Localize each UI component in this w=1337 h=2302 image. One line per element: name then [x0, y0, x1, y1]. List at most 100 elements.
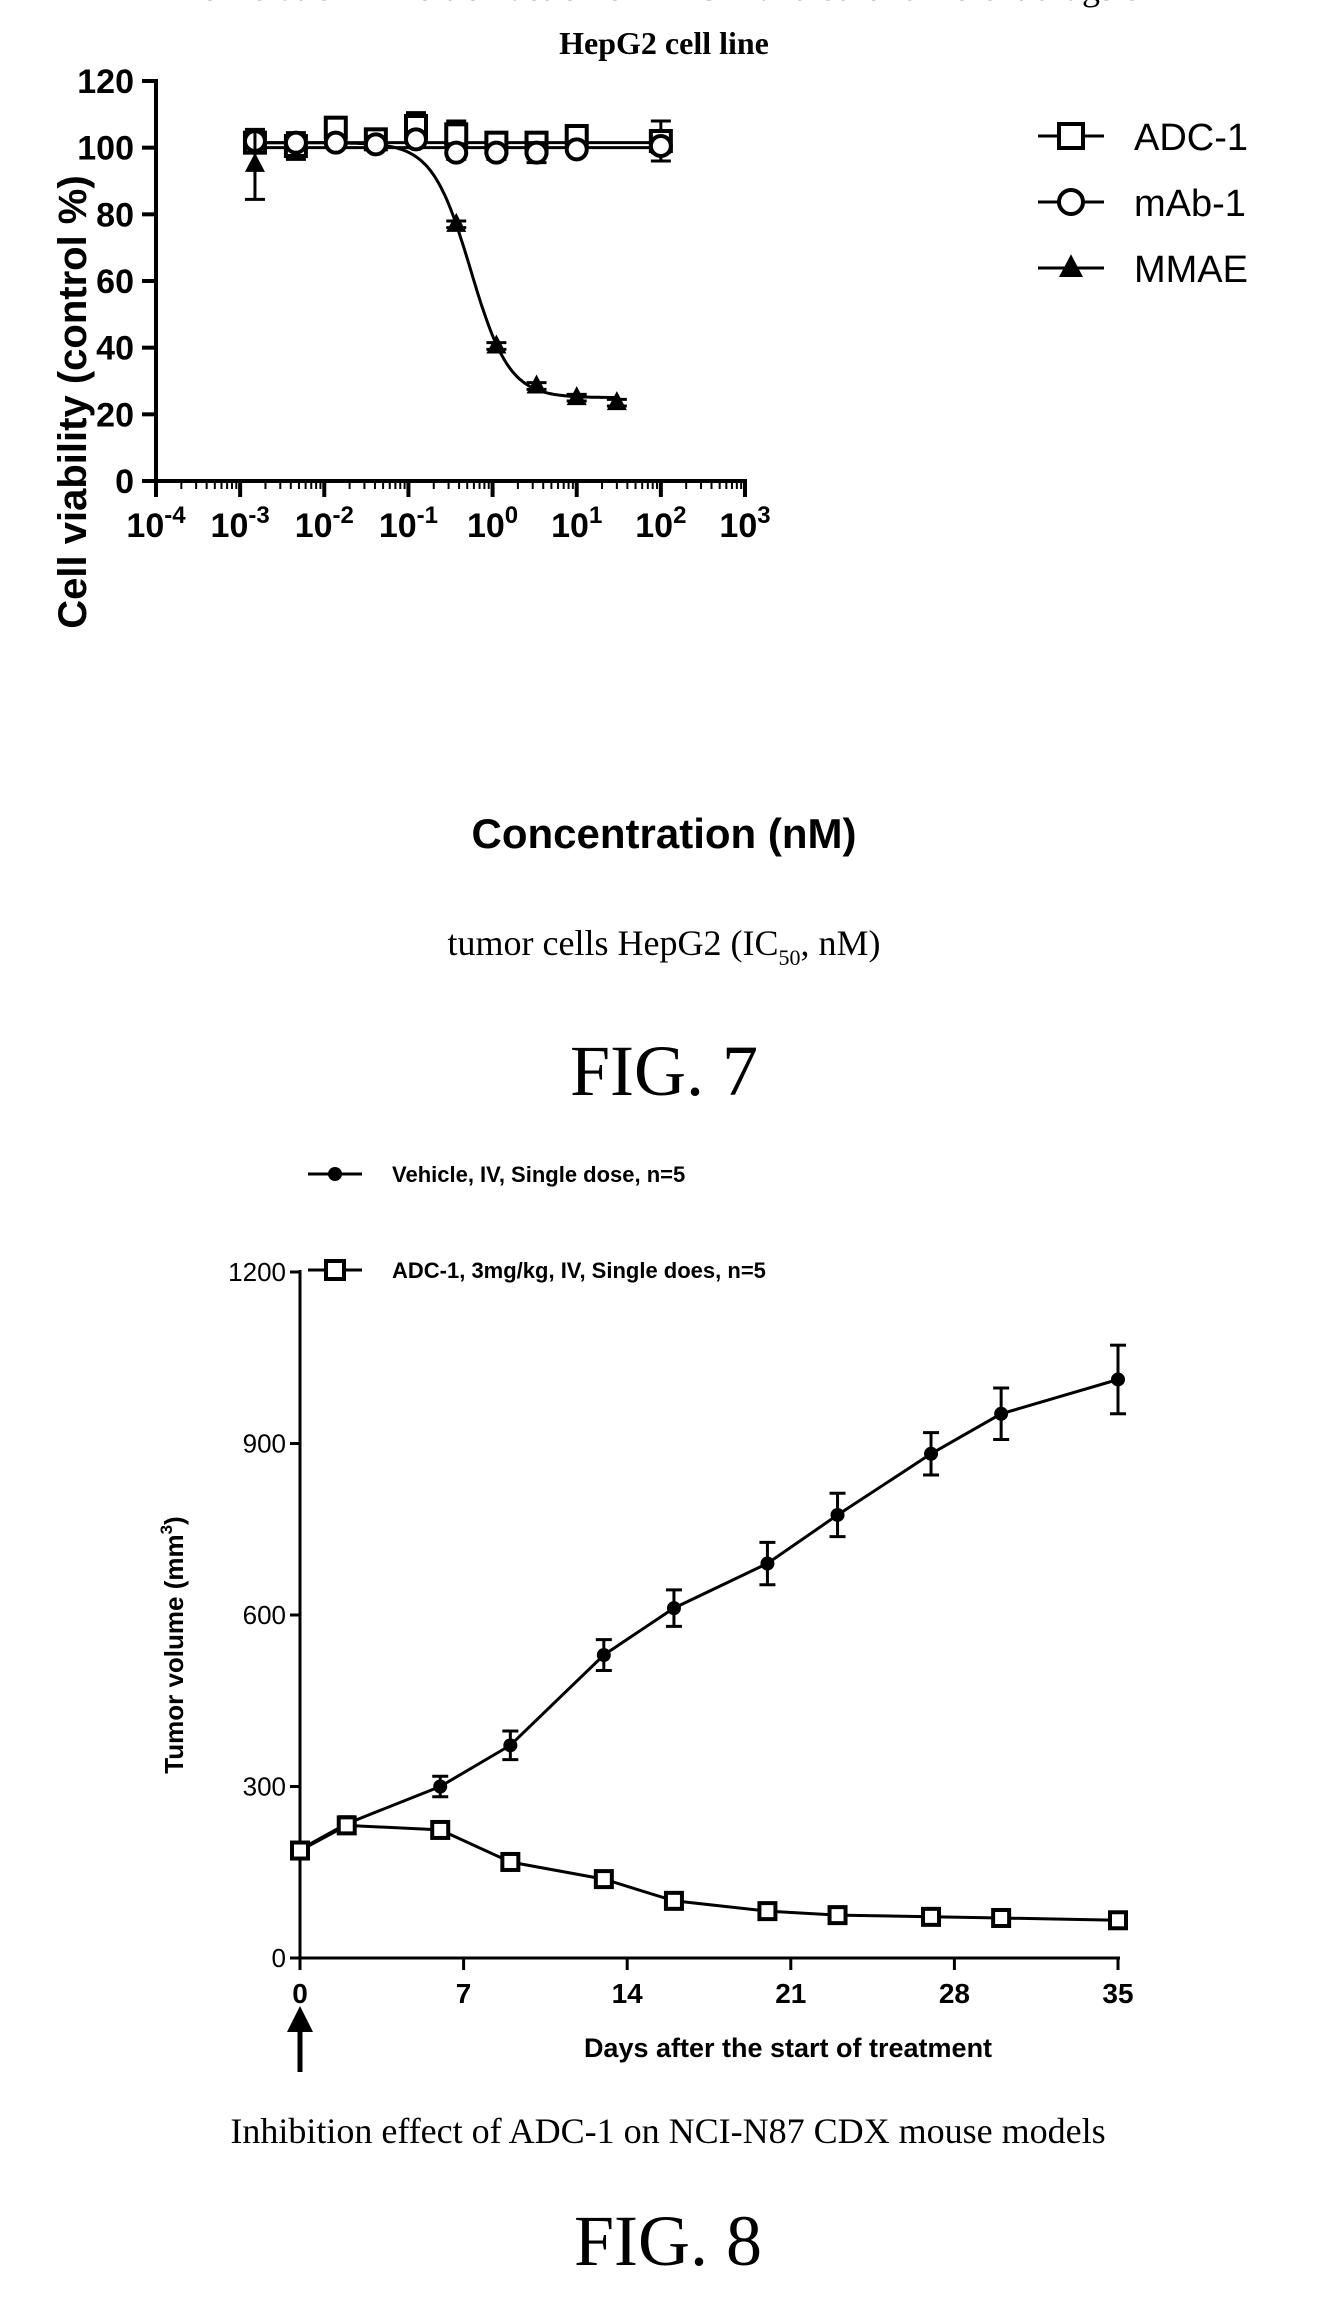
data-point [484, 140, 509, 165]
treatment-arrow-icon [287, 2006, 313, 2072]
series-adc-1 [290, 1815, 1128, 1931]
x-axis-label: Days after the start of treatment [584, 2033, 992, 2063]
data-point [564, 137, 589, 162]
x-tick-exponent: -3 [248, 502, 269, 529]
data-point-shape [566, 386, 587, 406]
data-point-shape [430, 1819, 451, 1840]
fit-curve-mmae [255, 141, 617, 399]
data-point-shape [526, 374, 547, 394]
fig7-caption-line2: tumor cells HepG2 (IC50, nM) [448, 923, 881, 970]
y-tick-label: 1200 [228, 1257, 286, 1287]
data-point-shape [444, 140, 469, 165]
data-point [526, 374, 547, 394]
data-point-shape [606, 391, 627, 411]
x-tick-exponent: -2 [333, 502, 354, 529]
legend-label: MMAE [1134, 249, 1248, 291]
data-point-shape [283, 130, 308, 155]
x-tick-exponent: 2 [673, 502, 686, 529]
fig8-caption: Inhibition effect of ADC-1 on NCI-N87 CD… [230, 2111, 1105, 2151]
x-tick-base: 10 [379, 507, 417, 545]
data-point-shape [1108, 1910, 1128, 1931]
chart-title: HepG2 cell line [559, 25, 769, 61]
data-point [663, 1890, 684, 1911]
data-point-shape [757, 1901, 778, 1922]
y-tick-label: 60 [96, 263, 134, 301]
y-tick-label: 20 [96, 396, 134, 434]
data-point-shape [827, 1905, 848, 1926]
x-tick-label: 10-3 [211, 502, 270, 545]
x-tick-label: 28 [939, 1978, 970, 2009]
data-point [244, 152, 265, 172]
legend-marker [1059, 254, 1083, 277]
data-point-shape [924, 1446, 939, 1461]
data-point [500, 1851, 521, 1872]
x-tick-label: 102 [635, 502, 686, 545]
data-point [403, 127, 428, 152]
data-point-shape [403, 127, 428, 152]
series-line [299, 1823, 1119, 1922]
y-tick-label: 40 [96, 330, 134, 368]
data-point-shape [363, 132, 388, 157]
data-point-shape [244, 152, 265, 172]
data-point-shape [991, 1907, 1012, 1928]
y-axis-label: Tumor volume (mm3) [157, 1516, 189, 1773]
x-tick-label: 14 [612, 1978, 644, 2009]
data-point-shape [760, 1556, 775, 1571]
legend-marker [324, 1259, 346, 1281]
x-tick-exponent: -1 [417, 502, 438, 529]
data-point [503, 1738, 518, 1753]
fig7-caption-line1: Proliferation inhibition action of ADC-1… [169, 0, 1159, 8]
legend-item: ADC-1, 3mg/kg, IV, Single does, n=5 [308, 1258, 766, 1283]
x-tick-label: 101 [551, 502, 602, 545]
legend-marker-shape [1059, 254, 1083, 277]
data-point-shape [484, 140, 509, 165]
x-tick-base: 10 [295, 507, 333, 545]
legend-item: ADC-1 [1038, 117, 1248, 159]
series-vehicle [292, 1343, 1126, 1857]
y-tick-label: 120 [77, 63, 134, 101]
data-point-shape [921, 1906, 942, 1927]
x-axis-label: Concentration (nM) [472, 810, 857, 857]
data-point [596, 1648, 611, 1663]
data-point [444, 140, 469, 165]
data-point [566, 386, 587, 406]
data-point [283, 130, 308, 155]
legend-item: MMAE [1038, 249, 1248, 291]
legend-marker [1057, 188, 1085, 216]
y-tick-label: 0 [272, 1943, 286, 1973]
data-marks [290, 1343, 1128, 1931]
y-tick-label: 900 [243, 1429, 286, 1459]
data-point [827, 1905, 848, 1926]
data-point [994, 1406, 1009, 1421]
data-point [336, 1815, 357, 1836]
x-tick-label: 10-1 [379, 502, 438, 545]
legend-label: ADC-1 [1134, 117, 1248, 159]
x-tick-label: 10-2 [295, 502, 354, 545]
data-point [921, 1906, 942, 1927]
y-tick-label: 300 [243, 1772, 286, 1802]
data-point-shape [994, 1406, 1009, 1421]
data-point-shape [666, 1601, 681, 1616]
data-point-shape [446, 212, 467, 232]
data-point-shape [524, 140, 549, 165]
caption-subscript: 50 [778, 945, 800, 970]
data-point-shape [830, 1507, 845, 1522]
data-point-shape [500, 1851, 521, 1872]
fig7-label: FIG. 7 [570, 1031, 758, 1111]
x-tick-exponent: 3 [757, 502, 770, 529]
data-point-shape [486, 334, 507, 354]
data-point [757, 1901, 778, 1922]
data-point-shape [648, 134, 673, 158]
data-point [290, 1840, 310, 1861]
x-tick-label: 0 [292, 1978, 308, 2009]
data-point-shape [433, 1779, 448, 1794]
data-point [991, 1907, 1012, 1928]
fit-curves [254, 141, 661, 399]
data-point [446, 212, 467, 232]
legend-marker-shape [328, 1167, 342, 1181]
legend-label: mAb-1 [1134, 183, 1246, 225]
legend-label: ADC-1, 3mg/kg, IV, Single does, n=5 [392, 1258, 766, 1283]
y-tick-label: 100 [77, 130, 134, 168]
tumor-volume-chart: 0 300 600 900 1200 0 7 14 21 28 35 Vehicle, IV, Si… [157, 1162, 1134, 2072]
